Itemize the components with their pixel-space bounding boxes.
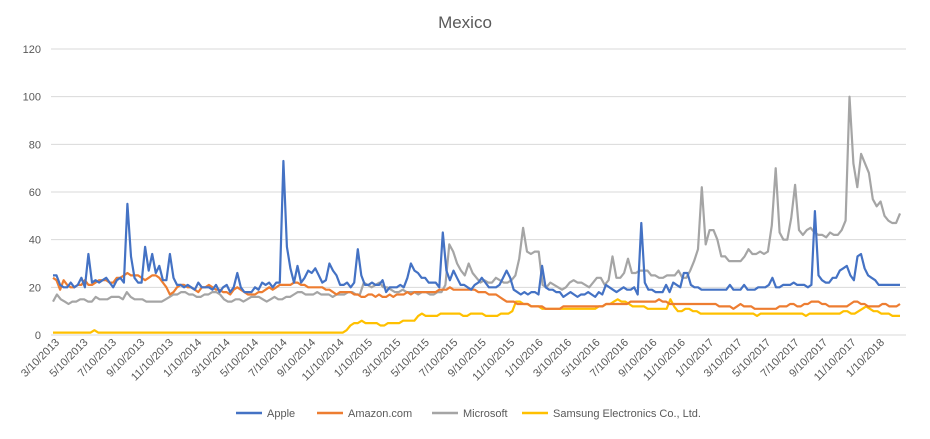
y-tick-label: 100 — [23, 92, 41, 104]
series-line-apple — [53, 159, 900, 298]
y-axis-tick-labels: 0 20 40 60 80 100 120 — [23, 44, 41, 342]
series-line-samsung-electronics-co-ltd- — [53, 298, 900, 334]
legend-label: Apple — [267, 408, 295, 420]
x-axis-tick-labels: 3/10/20135/10/20137/10/20139/10/201311/1… — [19, 337, 887, 384]
y-tick-label: 40 — [29, 235, 41, 247]
series-line-microsoft — [52, 95, 902, 306]
series-lines — [52, 95, 902, 334]
legend: Apple Amazon.com Microsoft Samsung Electron… — [236, 408, 701, 420]
y-tick-label: 60 — [29, 187, 41, 199]
y-tick-label: 80 — [29, 139, 41, 151]
y-tick-label: 20 — [29, 282, 41, 294]
y-tick-label: 120 — [23, 44, 41, 56]
grid-lines — [51, 48, 906, 336]
chart-title: Mexico — [438, 13, 492, 32]
legend-label: Samsung Electronics Co., Ltd. — [553, 408, 701, 420]
legend-label: Amazon.com — [348, 408, 412, 420]
y-tick-label: 0 — [35, 330, 41, 342]
legend-label: Microsoft — [463, 408, 508, 420]
